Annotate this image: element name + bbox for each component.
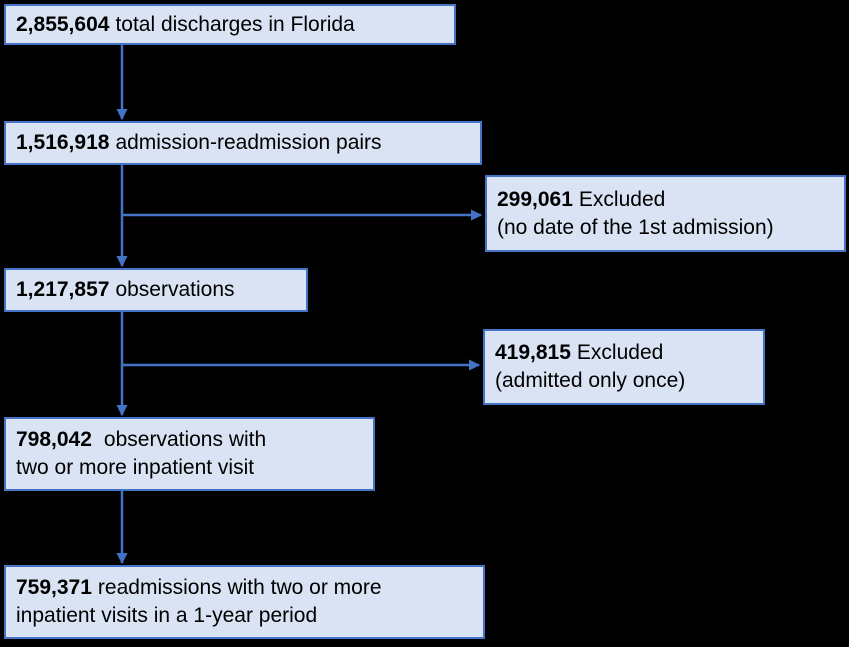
count-pairs: 1,516,918: [16, 131, 110, 154]
readmissions-line2: inpatient visits in a 1-year period: [16, 604, 318, 627]
readmissions-line1: 759,371 readmissions with two or more: [16, 574, 473, 602]
box-pairs-text: 1,516,918 admission-readmission pairs: [16, 129, 470, 157]
count-excluded-no-date: 299,061: [497, 187, 573, 211]
count-two-or-more: 798,042: [16, 428, 92, 451]
label-excluded-once: Excluded: [576, 341, 664, 364]
box-observations: 1,217,857 observations: [4, 268, 308, 312]
excluded-no-date-reason: (no date of the 1st admission): [497, 215, 774, 239]
box-readmissions-one-year: 759,371 readmissions with two or more inp…: [4, 565, 485, 639]
label-two-or-more-line1: observations with: [103, 428, 267, 451]
excluded-once-reason: (admitted only once): [495, 369, 686, 392]
label-observations: observations: [115, 278, 235, 301]
label-excluded-no-date: Excluded: [578, 187, 666, 211]
two-or-more-line1: 798,042 observations with: [16, 426, 363, 454]
box-excluded-no-date: 299,061 Excluded (no date of the 1st admi…: [485, 175, 846, 252]
label-readmissions-line1: readmissions with two or more: [97, 576, 382, 599]
box-total-text: 2,855,604 total discharges in Florida: [16, 11, 444, 39]
count-observations: 1,217,857: [16, 278, 110, 301]
count-excluded-once: 419,815: [495, 341, 571, 364]
excluded-once-line1: 419,815 Excluded: [495, 339, 753, 367]
box-observations-two-or-more-visits: 798,042 observations with two or more inp…: [4, 417, 375, 491]
count-readmissions: 759,371: [16, 576, 92, 599]
label-pairs: admission-readmission pairs: [115, 131, 382, 154]
excluded-no-date-line1: 299,061 Excluded: [497, 186, 834, 214]
count-total-discharges: 2,855,604: [16, 12, 110, 36]
box-admission-readmission-pairs: 1,516,918 admission-readmission pairs: [4, 121, 482, 165]
box-excluded-admitted-once: 419,815 Excluded (admitted only once): [483, 329, 765, 405]
label-total-discharges: total discharges in Florida: [115, 12, 355, 36]
box-observations-text: 1,217,857 observations: [16, 276, 296, 304]
two-or-more-line2: two or more inpatient visit: [16, 456, 255, 479]
box-total-discharges: 2,855,604 total discharges in Florida: [4, 4, 456, 45]
